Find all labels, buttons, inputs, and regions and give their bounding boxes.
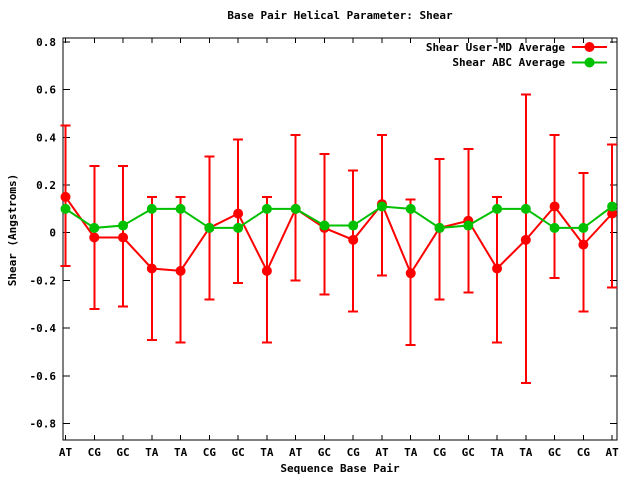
x-axis-tick-label: AT <box>289 446 303 459</box>
y-axis-tick-label: -0.6 <box>30 370 57 383</box>
data-point-user-md <box>146 263 157 274</box>
data-point-user-md <box>520 234 531 245</box>
data-point-abc <box>319 220 330 231</box>
legend-label-abc: Shear ABC Average <box>452 56 565 69</box>
x-axis-tick-label: GC <box>231 446 244 459</box>
y-axis-tick-label: -0.8 <box>30 418 57 431</box>
chart-title: Base Pair Helical Parameter: Shear <box>227 9 453 22</box>
data-point-user-md <box>233 208 244 219</box>
data-point-abc <box>492 203 503 214</box>
data-point-user-md <box>607 208 618 219</box>
data-point-abc <box>520 203 531 214</box>
x-axis-title: Sequence Base Pair <box>280 462 400 475</box>
x-axis-tick-label: GC <box>548 446 561 459</box>
data-point-abc <box>434 222 445 233</box>
x-axis-tick-label: TA <box>519 446 533 459</box>
data-point-abc <box>405 203 416 214</box>
data-point-abc <box>290 203 301 214</box>
y-axis-tick-label: -0.2 <box>30 274 57 287</box>
data-point-user-md <box>405 268 416 279</box>
x-axis-tick-label: GC <box>462 446 475 459</box>
data-point-user-md <box>492 263 503 274</box>
x-axis-tick-label: CG <box>203 446 217 459</box>
y-axis-tick-label: -0.4 <box>30 322 57 335</box>
y-axis-tick-label: 0.8 <box>36 36 56 49</box>
data-point-user-md <box>348 234 359 245</box>
data-point-abc <box>175 203 186 214</box>
x-axis-tick-label: AT <box>375 446 389 459</box>
data-point-abc <box>376 201 387 212</box>
x-axis-tick-label: CG <box>577 446 591 459</box>
data-point-abc <box>233 222 244 233</box>
data-point-abc <box>146 203 157 214</box>
data-point-abc <box>118 220 129 231</box>
x-axis-tick-label: CG <box>347 446 361 459</box>
data-point-abc <box>89 222 100 233</box>
data-point-user-md <box>578 239 589 250</box>
x-axis-tick-label: CG <box>433 446 447 459</box>
y-axis-tick-label: 0.6 <box>36 84 56 97</box>
y-axis-tick-label: 0.4 <box>36 131 56 144</box>
plot-border <box>62 37 618 441</box>
x-axis-tick-label: TA <box>145 446 159 459</box>
data-point-user-md <box>60 191 71 202</box>
x-axis-tick-label: GC <box>116 446 129 459</box>
legend-label-user-md: Shear User-MD Average <box>425 41 565 54</box>
data-point-abc <box>549 222 560 233</box>
data-point-user-md <box>261 265 272 276</box>
y-axis-tick-label: 0 <box>49 227 56 240</box>
x-axis-tick-label: TA <box>174 446 188 459</box>
data-point-abc <box>60 203 71 214</box>
x-axis-tick-label: TA <box>404 446 418 459</box>
x-axis-tick-label: TA <box>260 446 274 459</box>
x-axis-tick-label: CG <box>88 446 102 459</box>
y-axis-title: Shear (Angstroms) <box>6 174 19 287</box>
data-point-user-md <box>89 232 100 243</box>
legend-sample-marker-user-md <box>584 42 595 52</box>
data-point-abc <box>261 203 272 214</box>
data-point-user-md <box>175 265 186 276</box>
data-point-abc <box>607 201 618 212</box>
x-axis-tick-label: AT <box>59 446 73 459</box>
data-point-abc <box>463 220 474 231</box>
x-axis-tick-label: GC <box>318 446 331 459</box>
legend-sample-marker-abc <box>584 57 595 68</box>
y-axis-tick-label: 0.2 <box>36 179 56 192</box>
data-point-user-md <box>118 232 129 243</box>
data-point-abc <box>578 222 589 233</box>
data-point-abc <box>348 220 359 231</box>
x-axis-tick-label: TA <box>490 446 504 459</box>
data-point-user-md <box>549 201 560 212</box>
x-axis-tick-label: AT <box>606 446 620 459</box>
data-point-abc <box>204 222 215 233</box>
